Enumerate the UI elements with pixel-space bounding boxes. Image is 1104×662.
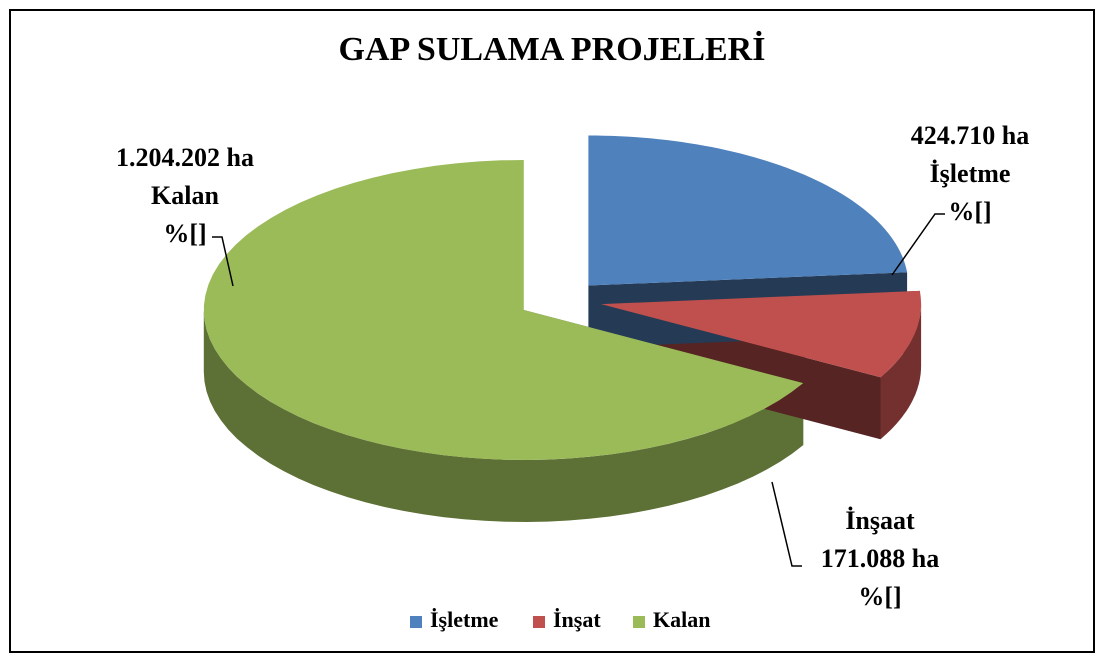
chart-title: GAP SULAMA PROJELERİ [339,30,766,68]
legend-label: İnşat [553,607,601,632]
legend-label: İşletme [430,607,499,632]
data-label: 171.088 ha [821,544,939,573]
data-label: Kalan [151,181,219,210]
data-label: 1.204.202 ha [116,143,254,172]
legend-swatch [410,616,422,628]
legend-label: Kalan [653,607,710,632]
leader-line [891,213,945,276]
leader-line [771,481,802,567]
legend-swatch [533,616,545,628]
data-label: %[] [948,197,991,226]
pie-slice [203,160,804,460]
data-label: İnşaat [845,506,915,535]
legend-swatch [633,616,645,628]
slice-side [880,304,922,440]
slice-side [203,310,804,522]
pie-slice [588,135,908,286]
data-label: 424.710 ha [911,121,1029,150]
pie-slice [601,290,922,378]
data-label: %[] [163,219,206,248]
leader-line [212,236,234,287]
data-label: %[] [858,582,901,611]
data-label: İşletme [930,159,1011,188]
